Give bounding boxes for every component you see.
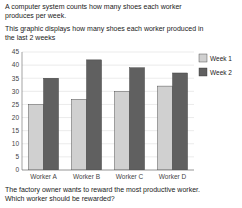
x-tick-label: Worker A <box>30 173 57 180</box>
grid <box>22 52 194 170</box>
subtitle-line: the last 2 weeks <box>5 34 56 41</box>
bar <box>157 86 172 170</box>
bar <box>173 73 188 170</box>
y-tick-label: 45 <box>12 48 20 55</box>
annotation-line: The factory owner wants to reward the mo… <box>5 186 200 194</box>
legend-swatch <box>199 54 207 62</box>
y-tick-label: 15 <box>12 127 20 134</box>
bar <box>114 91 129 170</box>
bar <box>28 104 43 170</box>
title: A computer system counts how many shoes … <box>5 3 182 20</box>
x-tick-label: Worker C <box>116 173 144 180</box>
x-tick-label: Worker B <box>73 173 100 180</box>
y-tick-label: 20 <box>12 114 20 121</box>
y-tick-label: 25 <box>12 101 20 108</box>
legend-label: Week 2 <box>210 69 232 76</box>
subtitle-line: This graphic displays how many shoes eac… <box>5 25 204 33</box>
legend: Week 1 Week 2 <box>199 54 232 76</box>
annotation-line: Which worker should be rewarded? <box>5 195 115 202</box>
y-tick-label: 30 <box>12 88 20 95</box>
x-axis-line <box>22 170 194 171</box>
annotation: The factory owner wants to reward the mo… <box>5 186 200 202</box>
grid-line <box>22 65 194 66</box>
subtitle: This graphic displays how many shoes eac… <box>5 25 204 41</box>
y-axis-line <box>22 52 23 170</box>
chart-svg: A computer system counts how many shoes … <box>0 0 242 208</box>
bar <box>130 68 145 170</box>
y-tick-label: 10 <box>12 140 20 147</box>
grid-line <box>22 52 194 53</box>
title-line: produces per week. <box>5 12 66 20</box>
legend-swatch <box>199 68 207 76</box>
bar <box>87 60 102 170</box>
bar <box>44 78 59 170</box>
legend-label: Week 1 <box>210 55 232 62</box>
bars <box>28 60 187 170</box>
chart-container: A computer system counts how many shoes … <box>0 0 242 208</box>
y-tick-label: 5 <box>15 153 19 160</box>
title-line: A computer system counts how many shoes … <box>5 3 182 11</box>
y-tick-label: 35 <box>12 75 20 82</box>
y-tick-label: 40 <box>12 61 20 68</box>
bar <box>71 99 86 170</box>
y-tick-label: 0 <box>15 166 19 173</box>
x-tick-label: Worker D <box>159 173 187 180</box>
